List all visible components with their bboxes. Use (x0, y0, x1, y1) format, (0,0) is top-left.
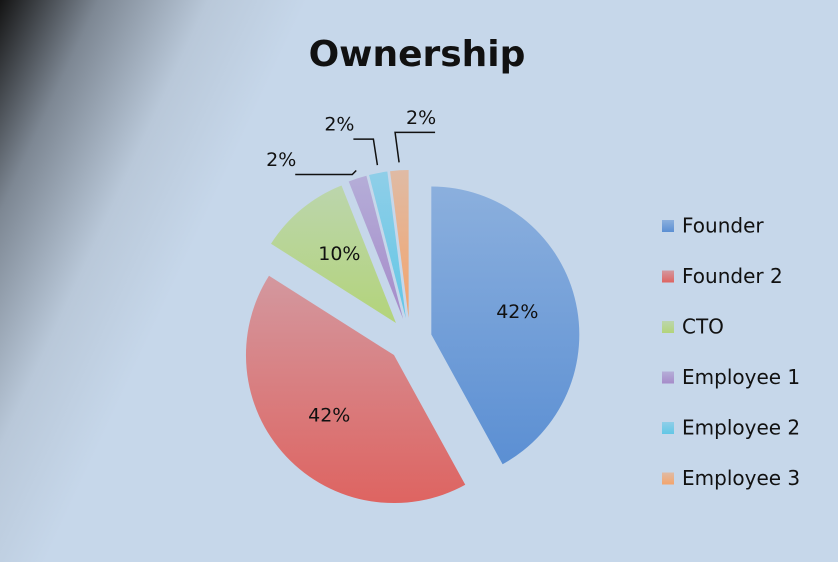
legend-label: Founder 2 (682, 264, 783, 288)
pie-slice (348, 175, 404, 320)
legend-swatch (662, 321, 674, 333)
pie-slice (431, 186, 580, 465)
pie-slice (390, 170, 409, 319)
data-label: 42% (308, 404, 350, 426)
legend-swatch (662, 220, 674, 232)
data-label: 2% (266, 149, 296, 171)
chart-title: Ownership (309, 34, 526, 75)
data-label: 10% (318, 243, 360, 265)
legend-label: Employee 1 (682, 365, 800, 389)
legend-label: CTO (682, 315, 724, 339)
leader-line (353, 138, 379, 166)
pie-slice (369, 171, 406, 319)
leader-line (394, 131, 436, 163)
data-label: 2% (324, 114, 354, 136)
legend-label: Founder (682, 214, 764, 238)
legend-swatch (662, 472, 674, 485)
data-label: 42% (496, 301, 538, 323)
pie-slice (245, 275, 466, 504)
data-label: 2% (406, 107, 436, 129)
leader-line (295, 169, 357, 176)
legend-swatch (662, 371, 674, 384)
pie-slice (271, 185, 396, 324)
legend-swatch (662, 270, 674, 283)
legend-label: Employee 3 (682, 466, 800, 490)
legend-swatch (662, 422, 674, 434)
legend-label: Employee 2 (682, 416, 800, 440)
